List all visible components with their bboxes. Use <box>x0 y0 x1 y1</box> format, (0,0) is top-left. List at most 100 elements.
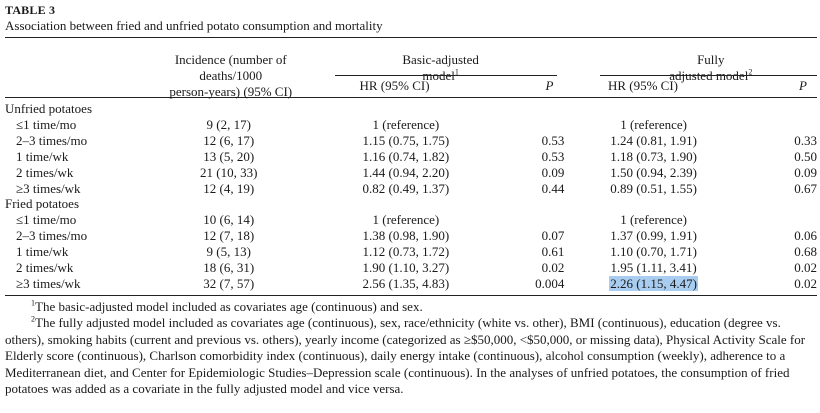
incidence-cell: 10 (6, 14) <box>203 212 255 228</box>
row-label: ≥3 times/wk <box>16 180 81 196</box>
hr-full-cell: 0.89 (0.51, 1.55) <box>610 180 697 196</box>
table-row: 1 time/wk 9 (5, 13) 1.12 (0.73, 1.72) 0.61 1… <box>5 244 817 260</box>
table-caption: Association between fried and unfried po… <box>5 18 383 33</box>
table-row: 1 time/wk 13 (5, 20) 1.16 (0.74, 1.82) 0.53… <box>5 149 817 165</box>
hr-full-cell: 1.37 (0.99, 1.91) <box>610 228 697 244</box>
hr-full-cell: 1.24 (0.81, 1.91) <box>610 132 697 148</box>
p-basic-cell: 0.02 <box>541 260 565 276</box>
p-full-cell: 0.02 <box>794 260 817 276</box>
p-full-cell: 0.50 <box>794 148 817 164</box>
header-row: Incidence (number of deaths/1000 person-… <box>5 38 817 102</box>
row-label: 1 time/wk <box>16 244 69 260</box>
incidence-cell: 12 (4, 19) <box>203 180 255 196</box>
basic-model-header-line1: Basic-adjusted <box>402 52 479 67</box>
p-full-cell: 0.67 <box>794 180 817 196</box>
row-label: 2–3 times/mo <box>16 132 88 148</box>
p-basic-cell: 0.004 <box>535 275 565 291</box>
row-label: ≥3 times/wk <box>16 275 81 291</box>
full-model-rule <box>600 75 817 76</box>
row-label: 1 time/wk <box>16 148 69 164</box>
hr-full-cell: 1.18 (0.73, 1.90) <box>610 148 697 164</box>
incidence-cell: 9 (5, 13) <box>206 244 251 260</box>
spacer <box>295 244 337 260</box>
p-basic-cell <box>487 212 571 228</box>
p-basic-cell: 0.07 <box>541 228 565 244</box>
p-full-cell <box>755 212 817 228</box>
hr-full-cell: 1 (reference) <box>620 212 687 228</box>
row-label: 2–3 times/mo <box>16 228 88 244</box>
spacer <box>295 149 337 165</box>
table-row: 2 times/wk 21 (10, 33) 1.44 (0.94, 2.20) 0.… <box>5 165 817 181</box>
p-basic-cell: 0.09 <box>541 164 565 180</box>
table-row: ≥3 times/wk 32 (7, 57) 2.56 (1.35, 4.83) 0.… <box>5 275 817 292</box>
p-basic-cell: 0.61 <box>541 244 565 260</box>
footnote-1-marker: 1 <box>31 298 35 308</box>
footnote-2-marker: 2 <box>31 315 35 325</box>
spacer <box>295 165 337 181</box>
table-row: 2–3 times/mo 12 (7, 18) 1.38 (0.98, 1.90) 0… <box>5 228 817 244</box>
section-header-row: Fried potatoes <box>5 196 817 212</box>
section-title: Unfried potatoes <box>5 101 93 116</box>
p-full-cell: 0.68 <box>794 244 817 260</box>
incidence-header-line2: deaths/1000 <box>199 68 263 83</box>
incidence-cell: 18 (6, 31) <box>203 260 255 276</box>
hr-header-full: HR (95% CI) <box>607 78 678 94</box>
hr-basic-cell: 1 (reference) <box>372 212 440 228</box>
hr-basic-cell: 0.82 (0.49, 1.37) <box>362 180 450 196</box>
hr-basic-cell: 1.16 (0.74, 1.82) <box>362 148 450 164</box>
p-full-cell: 0.33 <box>794 132 817 148</box>
footnote-2: 2The fully adjusted model included as co… <box>5 315 817 398</box>
p-header-basic: P <box>545 78 554 94</box>
p-full-cell: 0.06 <box>794 228 817 244</box>
table-row: 2 times/wk 18 (6, 31) 1.90 (1.10, 3.27) 0.0… <box>5 260 817 276</box>
hr-basic-cell: 1 (reference) <box>372 116 440 132</box>
body-table: Unfried potatoes ≤1 time/mo 9 (2, 17) 1 (re… <box>5 101 817 292</box>
hr-header-basic: HR (95% CI) <box>359 78 430 94</box>
hr-basic-cell: 1.44 (0.94, 2.20) <box>362 164 450 180</box>
row-label: 2 times/wk <box>16 260 74 276</box>
p-full-cell: 0.02 <box>794 275 817 291</box>
p-full-cell: 0.09 <box>794 164 817 180</box>
table-row: ≤1 time/mo 10 (6, 14) 1 (reference) 1 (refe… <box>5 212 817 228</box>
spacer <box>295 133 337 149</box>
table-row: 2–3 times/mo 12 (6, 17) 1.15 (0.75, 1.75) 0… <box>5 133 817 149</box>
basic-model-header: Basic-adjusted model1 <box>347 38 575 102</box>
hr-basic-cell: 1.38 (0.98, 1.90) <box>362 228 450 244</box>
spacer <box>295 212 337 228</box>
hr-full-cell: 2.26 (1.15, 4.47) <box>570 275 754 292</box>
section-title: Fried potatoes <box>5 196 80 212</box>
incidence-header-line3: person-years) (95% CI) <box>169 84 293 99</box>
hr-full-cell: 1.10 (0.70, 1.71) <box>610 244 697 260</box>
table-bottom-rule <box>5 294 817 296</box>
spacer <box>295 260 337 276</box>
incidence-header-line1: Incidence (number of <box>174 52 287 67</box>
p-header-full: P <box>799 78 807 94</box>
p-basic-cell: 0.53 <box>541 132 565 148</box>
p-basic-cell: 0.44 <box>541 180 565 196</box>
hr-full-cell: 1.95 (1.11, 3.41) <box>610 260 697 276</box>
spacer <box>295 117 337 133</box>
p-full-cell <box>755 117 817 133</box>
table-row: ≥3 times/wk 12 (4, 19) 0.82 (0.49, 1.37) 0.… <box>5 181 817 197</box>
hr-full-cell: 1 (reference) <box>620 116 687 132</box>
incidence-cell: 32 (7, 57) <box>203 275 255 291</box>
incidence-cell: 9 (2, 17) <box>206 116 251 132</box>
row-label: ≤1 time/mo <box>16 116 77 132</box>
footnote-1: 1The basic-adjusted model included as co… <box>5 299 817 316</box>
spacer <box>295 276 337 292</box>
incidence-header: Incidence (number of deaths/1000 person-… <box>160 38 301 102</box>
incidence-cell: 21 (10, 33) <box>200 164 258 180</box>
table-label: TABLE 3 <box>5 3 56 17</box>
full-model-header-line1: Fully <box>697 52 725 67</box>
spacer <box>295 228 337 244</box>
p-basic-cell <box>487 117 571 133</box>
hr-basic-cell: 1.12 (0.73, 1.72) <box>362 244 450 260</box>
row-label: ≤1 time/mo <box>16 212 77 228</box>
basic-model-sup: 1 <box>454 67 459 77</box>
incidence-cell: 13 (5, 20) <box>203 148 255 164</box>
section-header-row: Unfried potatoes <box>5 101 817 117</box>
highlighted-hr: 2.26 (1.15, 4.47) <box>609 275 698 291</box>
subheader-row: HR (95% CI) P HR (95% CI) P <box>5 75 817 97</box>
hr-basic-cell: 1.15 (0.75, 1.75) <box>362 132 450 148</box>
footnote-1-text: The basic-adjusted model included as cov… <box>35 298 423 314</box>
